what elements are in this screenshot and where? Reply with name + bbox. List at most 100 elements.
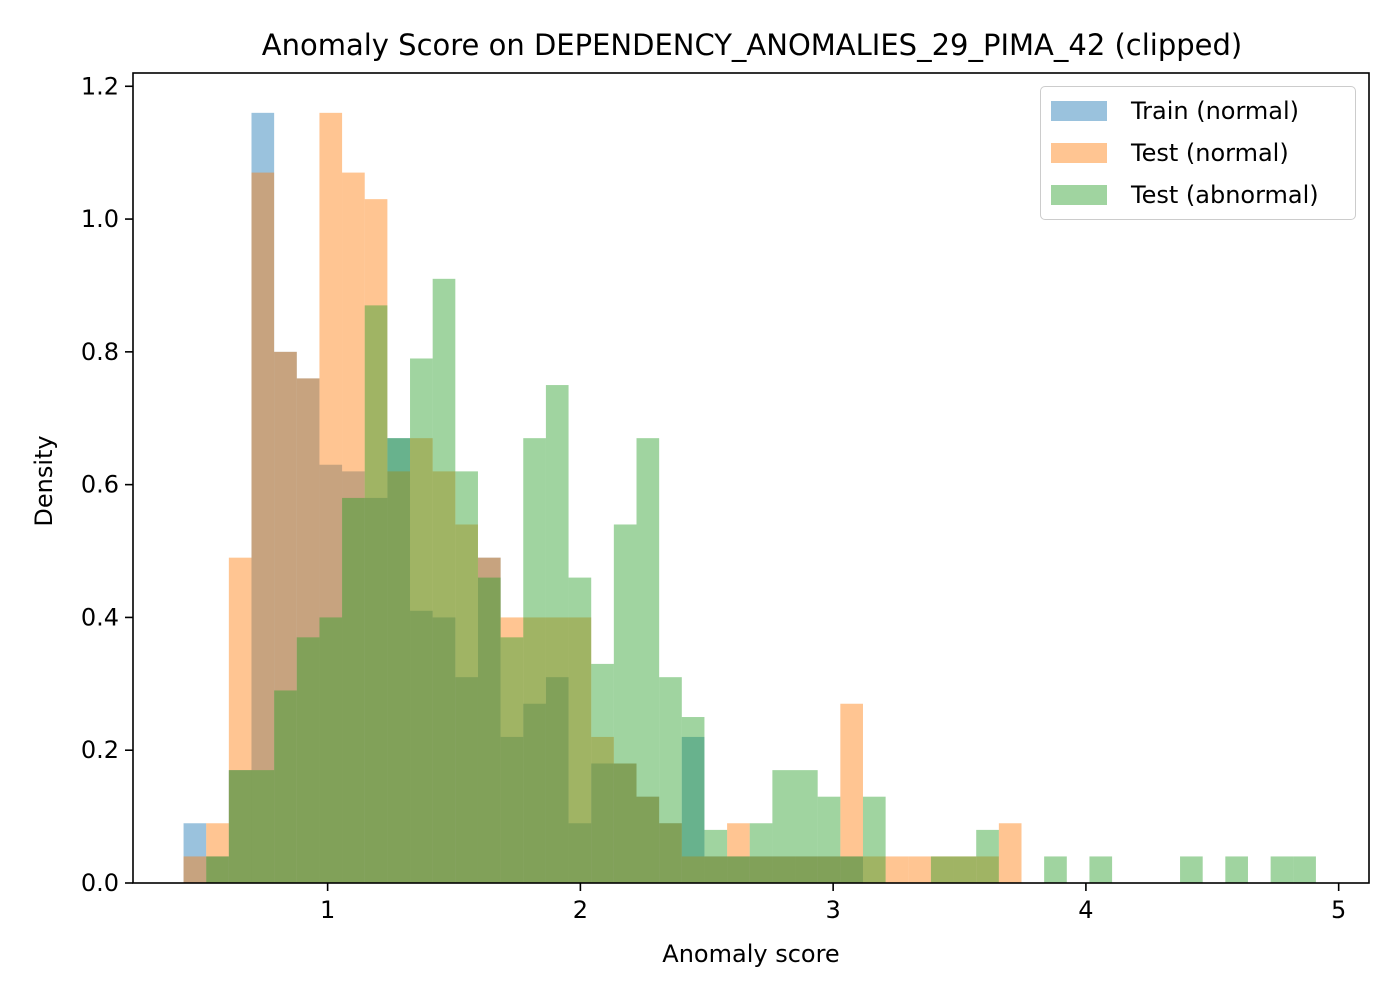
bar-test-normal-7 [342, 172, 365, 884]
bar-test-normal-23 [704, 856, 728, 883]
bar-test-abnormal-27 [795, 770, 818, 883]
bar-test-normal-34 [953, 856, 977, 883]
bar-test-abnormal-29 [840, 856, 863, 883]
bar-test-abnormal-14 [500, 637, 524, 883]
x-tick-label: 3 [826, 896, 841, 924]
bar-test-normal-11 [432, 471, 456, 883]
bar-train-normal-5 [296, 378, 320, 883]
y-axis-label: Density [30, 435, 58, 526]
bar-test-abnormal-19 [613, 524, 637, 883]
bar-test-normal-9 [387, 471, 411, 883]
bar-test-abnormal-8 [364, 305, 388, 883]
bars-layer [183, 112, 1316, 884]
bar-test-abnormal-40 [1089, 856, 1113, 883]
bar-train-normal-9 [387, 438, 411, 883]
bar-test-normal-35 [976, 856, 999, 883]
bar-test-normal-3 [251, 172, 275, 884]
legend-label-test-abnormal: Test (abnormal) [1131, 181, 1319, 209]
legend-swatch-train-normal [1051, 101, 1107, 121]
bar-train-normal-3 [251, 112, 275, 884]
bar-test-normal-5 [296, 378, 320, 883]
bar-test-normal-6 [319, 112, 343, 884]
bar-test-abnormal-34 [953, 856, 977, 883]
bar-test-abnormal-4 [274, 690, 297, 883]
bar-test-abnormal-11 [432, 278, 456, 883]
bar-test-normal-16 [545, 617, 569, 883]
bar-train-normal-24 [727, 856, 750, 883]
bar-train-normal-7 [342, 471, 365, 883]
bar-test-normal-12 [455, 524, 478, 883]
y-tick-label: 0.6 [81, 471, 119, 499]
bar-test-normal-26 [772, 856, 796, 883]
bar-test-normal-19 [613, 763, 637, 883]
bar-test-abnormal-25 [749, 823, 773, 883]
bar-test-abnormal-3 [251, 770, 275, 883]
bar-train-normal-17 [568, 823, 592, 883]
bar-test-normal-31 [885, 856, 909, 883]
bar-test-abnormal-35 [976, 829, 999, 883]
legend-swatch-test-abnormal [1051, 185, 1107, 205]
bar-train-normal-29 [840, 856, 863, 883]
legend-item-test-normal: Test (normal) [1051, 138, 1289, 168]
legend-label-test-normal: Test (normal) [1131, 139, 1289, 167]
bar-train-normal-25 [749, 856, 773, 883]
bar-test-normal-8 [364, 199, 388, 883]
bar-test-abnormal-13 [477, 577, 501, 883]
bar-train-normal-20 [636, 796, 660, 883]
x-tick-label: 2 [573, 896, 588, 924]
bar-test-abnormal-28 [817, 796, 841, 883]
bar-test-normal-32 [908, 856, 931, 883]
x-tick-label: 4 [1078, 896, 1093, 924]
bar-train-normal-1 [206, 856, 229, 883]
bar-train-normal-11 [432, 617, 456, 883]
bar-test-abnormal-6 [319, 617, 343, 883]
x-tick-label: 5 [1331, 896, 1346, 924]
bar-train-normal-14 [500, 736, 524, 883]
bar-test-normal-18 [591, 736, 614, 883]
bar-test-normal-14 [500, 617, 524, 883]
bar-train-normal-18 [591, 763, 614, 883]
bar-test-abnormal-22 [681, 717, 705, 883]
bar-test-normal-36 [998, 823, 1022, 883]
bar-test-abnormal-18 [591, 663, 614, 883]
bar-test-normal-25 [749, 856, 773, 883]
bar-test-abnormal-26 [772, 770, 796, 883]
bar-test-normal-20 [636, 796, 660, 883]
bar-test-normal-21 [659, 823, 682, 883]
bar-test-abnormal-20 [636, 438, 660, 883]
bar-test-abnormal-24 [727, 856, 750, 883]
x-tick-label: 1 [320, 896, 335, 924]
bar-train-normal-10 [410, 610, 433, 883]
bar-test-normal-28 [817, 856, 841, 883]
bar-test-normal-17 [568, 617, 592, 883]
bar-test-abnormal-10 [410, 358, 433, 883]
bar-test-abnormal-48 [1270, 856, 1294, 883]
bar-test-abnormal-2 [228, 770, 252, 883]
bar-train-normal-2 [228, 770, 252, 883]
bar-test-abnormal-23 [704, 829, 728, 883]
bar-test-normal-1 [206, 823, 229, 883]
y-tick-label: 0.4 [81, 603, 119, 631]
bar-train-normal-4 [274, 351, 297, 884]
bar-train-normal-0 [183, 823, 207, 883]
bar-test-normal-4 [274, 351, 297, 884]
bar-test-normal-2 [228, 557, 252, 883]
bar-train-normal-12 [455, 677, 478, 883]
legend-item-test-abnormal: Test (abnormal) [1051, 180, 1319, 210]
bar-test-abnormal-38 [1044, 856, 1067, 883]
bar-test-abnormal-12 [455, 471, 478, 883]
bar-test-abnormal-15 [523, 438, 546, 883]
bar-test-abnormal-7 [342, 497, 365, 883]
bar-test-abnormal-33 [930, 856, 954, 883]
bar-train-normal-6 [319, 464, 343, 883]
bar-test-abnormal-30 [862, 796, 886, 883]
plot-frame [132, 72, 1370, 884]
chart-title: Anomaly Score on DEPENDENCY_ANOMALIES_29… [262, 28, 1243, 62]
x-axis-label: Anomaly score [662, 940, 839, 968]
bar-train-normal-8 [364, 497, 388, 883]
bar-test-normal-13 [477, 557, 501, 883]
bar-test-normal-10 [410, 438, 433, 883]
y-tick-label: 0.0 [81, 869, 119, 897]
legend-label-train-normal: Train (normal) [1131, 97, 1300, 125]
bar-train-normal-16 [545, 677, 569, 883]
